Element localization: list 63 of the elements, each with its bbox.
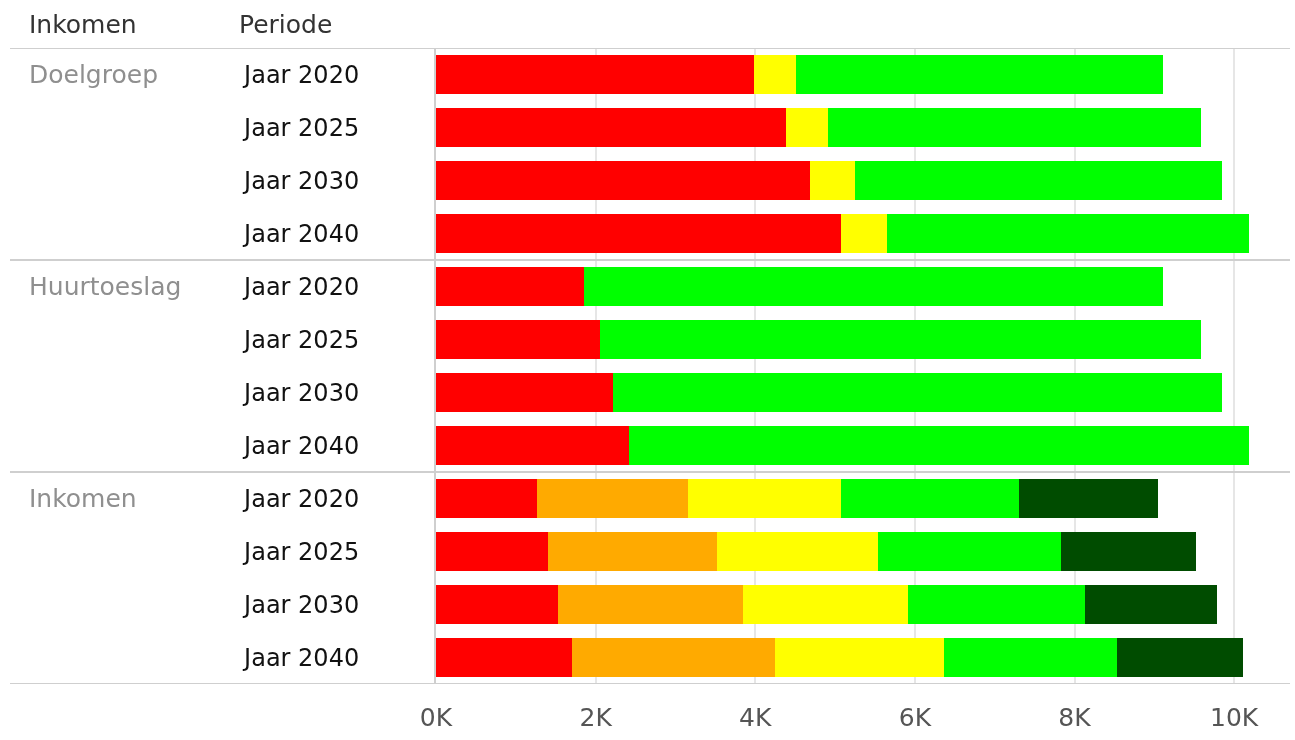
y-tick-label: Jaar 2025: [242, 537, 360, 566]
bar: [436, 107, 786, 148]
y-tick-label: Jaar 2030: [242, 590, 360, 619]
x-tick-label: 6K: [898, 703, 932, 732]
y-tick-label: Jaar 2025: [242, 113, 360, 142]
bar: [841, 213, 887, 254]
y-tick-label: Jaar 2030: [242, 166, 360, 195]
y-axis-title: Periode: [239, 10, 333, 39]
y-tick-label: Jaar 2030: [242, 378, 360, 407]
x-tick-label: 4K: [739, 703, 772, 732]
bar: [775, 637, 945, 678]
bar: [716, 531, 879, 572]
bar: [584, 266, 1164, 307]
bar: [753, 54, 796, 95]
bar: [436, 637, 572, 678]
bar: [436, 319, 601, 360]
bar: [547, 531, 717, 572]
bar: [688, 478, 841, 519]
y-tick-label: Jaar 2040: [242, 643, 360, 672]
bar: [629, 425, 1249, 466]
bar: [436, 266, 585, 307]
y-tick-label: Jaar 2020: [242, 272, 360, 301]
bar: [1060, 531, 1196, 572]
y-tick-label: Jaar 2020: [242, 484, 360, 513]
bar: [436, 372, 614, 413]
bar: [878, 531, 1061, 572]
bar: [571, 637, 776, 678]
x-tick-label: 0K: [419, 703, 453, 732]
text: Huurtoeslag: [29, 272, 182, 301]
bar: [886, 213, 1249, 254]
bar: [558, 584, 744, 625]
bar: [436, 425, 630, 466]
text: Inkomen: [29, 484, 137, 513]
bar: [944, 637, 1117, 678]
bar: [537, 478, 689, 519]
bar: [436, 54, 754, 95]
bar: [1084, 584, 1217, 625]
bar: [613, 372, 1223, 413]
bar: [1116, 637, 1243, 678]
bar: [1018, 478, 1159, 519]
bar: [436, 213, 842, 254]
x-tick-label: 8K: [1058, 703, 1092, 732]
bar: [600, 319, 1201, 360]
bar: [436, 160, 810, 201]
bar: [840, 478, 1019, 519]
bar: [907, 584, 1085, 625]
text: Inkomen: [29, 10, 137, 39]
bar: [743, 584, 908, 625]
y-tick-label: Jaar 2020: [242, 60, 360, 89]
bar: [795, 54, 1164, 95]
y-tick-label: Jaar 2040: [242, 431, 360, 460]
bar: [809, 160, 856, 201]
bar: [436, 531, 548, 572]
y-tick-label: Jaar 2025: [242, 325, 360, 354]
bar: [436, 584, 559, 625]
text: Doelgroep: [29, 60, 159, 89]
bar: [785, 107, 828, 148]
x-tick-label: 10K: [1210, 703, 1259, 732]
bar: [827, 107, 1201, 148]
x-tick-label: 2K: [579, 703, 613, 732]
y-tick-label: Jaar 2040: [242, 219, 360, 248]
bar: [855, 160, 1223, 201]
bar: [436, 478, 538, 519]
